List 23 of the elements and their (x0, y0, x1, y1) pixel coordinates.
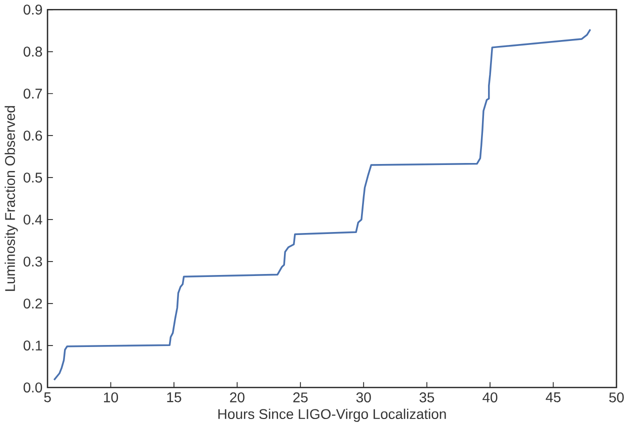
y-tick-label: 0.6 (24, 130, 42, 141)
x-tick-label: 20 (230, 392, 244, 403)
y-tick-label: 0.3 (24, 256, 42, 267)
x-tick-label: 30 (356, 392, 371, 403)
x-tick-label: 5 (44, 392, 51, 402)
y-tick-label: 0.9 (24, 4, 42, 15)
y-tick-label: 0.7 (24, 88, 42, 99)
x-tick-label: 25 (293, 392, 308, 403)
x-tick-label: 10 (104, 392, 118, 403)
y-axis-title: Luminosity Fraction Observed (4, 106, 18, 292)
y-tick-label: 0.0 (24, 382, 42, 393)
x-tick-label: 35 (420, 392, 434, 403)
x-tick-label: 45 (546, 392, 560, 402)
y-tick-label: 0.2 (24, 298, 42, 309)
line-series (53, 28, 592, 382)
y-tick-label: 0.4 (24, 214, 42, 225)
y-tick-label: 0.1 (24, 340, 42, 351)
x-tick-label: 40 (482, 392, 498, 403)
x-tick-label: 15 (167, 392, 182, 402)
y-tick-label: 0.5 (24, 172, 42, 183)
x-axis-title: Hours Since LIGO-Virgo Localization (218, 408, 446, 422)
x-tick-label: 50 (609, 392, 624, 403)
y-tick-label: 0.8 (24, 46, 42, 57)
